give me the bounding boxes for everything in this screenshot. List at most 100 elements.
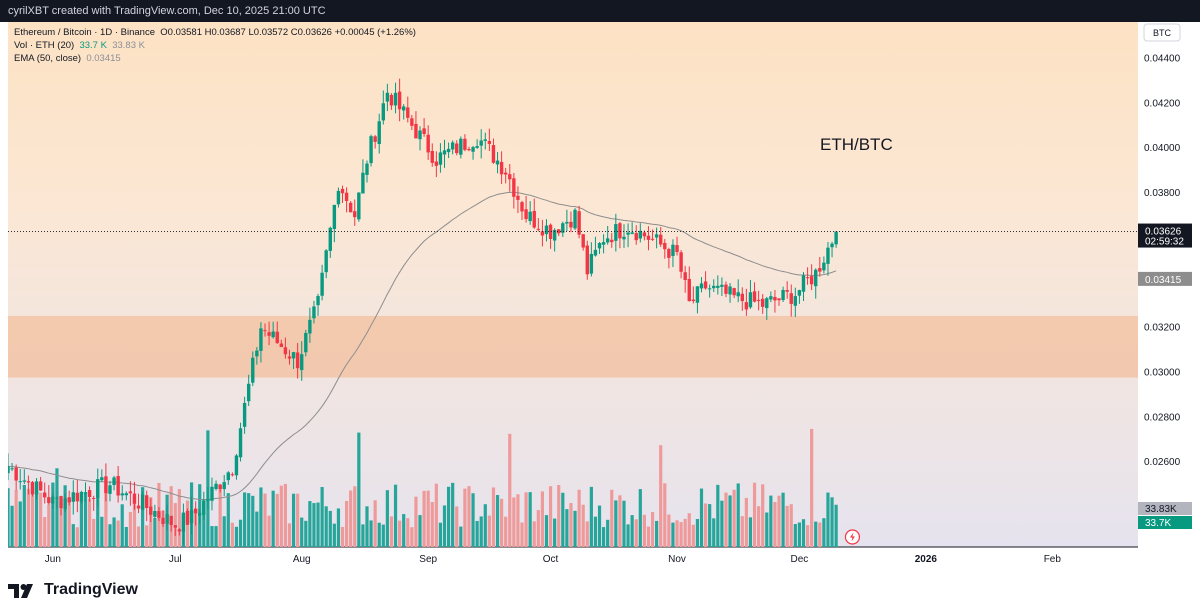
candle-body bbox=[765, 298, 769, 309]
last-price-label: 0.03626 bbox=[1145, 227, 1182, 238]
volume-bar bbox=[414, 496, 418, 547]
candle-body bbox=[675, 245, 679, 253]
volume-bar bbox=[459, 526, 463, 547]
candle bbox=[181, 503, 186, 545]
candle-body bbox=[650, 238, 655, 240]
candle-body bbox=[153, 510, 157, 517]
volume-bar bbox=[765, 512, 769, 547]
candle bbox=[193, 501, 198, 526]
volume-bar bbox=[398, 520, 402, 547]
candle-body bbox=[169, 515, 173, 526]
candle bbox=[96, 468, 100, 508]
volume-bar bbox=[716, 484, 720, 547]
candle-body bbox=[79, 491, 84, 502]
candle bbox=[373, 135, 377, 149]
candle-body bbox=[226, 472, 230, 481]
candle-body bbox=[67, 497, 71, 503]
candle bbox=[348, 201, 353, 213]
volume-bar bbox=[6, 488, 10, 547]
legend-vol-ma: 33.83 K bbox=[112, 40, 145, 51]
candle bbox=[91, 495, 96, 511]
candle-body bbox=[785, 290, 789, 292]
volume-bar bbox=[646, 526, 651, 547]
candle bbox=[206, 486, 210, 510]
candle bbox=[634, 225, 638, 245]
volume-bar bbox=[826, 492, 830, 547]
candle bbox=[340, 185, 345, 203]
candle-body bbox=[589, 253, 594, 274]
candle-body bbox=[601, 242, 606, 245]
candle bbox=[104, 463, 108, 502]
candle-body bbox=[136, 505, 141, 509]
candle-body bbox=[532, 210, 536, 228]
price-chart[interactable]: ETH/BTC 0.024000.026000.028000.030000.03… bbox=[6, 22, 1192, 570]
candle bbox=[508, 164, 512, 192]
candle-body bbox=[214, 483, 218, 489]
volume-bar bbox=[124, 526, 128, 547]
tradingview-logo-icon bbox=[8, 584, 33, 598]
candle-body bbox=[491, 145, 496, 163]
candle-body bbox=[210, 486, 214, 501]
candle bbox=[324, 249, 328, 279]
candle bbox=[638, 223, 643, 243]
volume-bar bbox=[691, 524, 695, 547]
candle-body bbox=[499, 161, 504, 175]
volume-bar bbox=[642, 514, 646, 547]
candle bbox=[495, 152, 500, 174]
volume-bar bbox=[434, 483, 438, 547]
candle bbox=[809, 264, 814, 291]
candle-body bbox=[43, 492, 47, 498]
last-price-badge bbox=[1138, 223, 1192, 248]
candle bbox=[789, 284, 793, 317]
volume-bar bbox=[222, 516, 226, 547]
candle bbox=[475, 139, 479, 149]
volume-bar bbox=[259, 487, 263, 547]
y-tick-label: 0.03200 bbox=[1144, 323, 1181, 334]
volume-bar bbox=[752, 482, 757, 547]
candle-body bbox=[373, 136, 377, 142]
candle bbox=[748, 279, 753, 309]
candle-body bbox=[769, 296, 773, 300]
candle-body bbox=[279, 343, 284, 348]
candle bbox=[263, 323, 267, 337]
candle-body bbox=[381, 103, 386, 121]
candle-body bbox=[516, 195, 520, 200]
volume-bar bbox=[801, 519, 806, 547]
candle bbox=[434, 151, 439, 178]
volume-bar bbox=[822, 518, 826, 547]
volume-bar bbox=[316, 502, 320, 547]
volume-bar bbox=[830, 497, 834, 547]
chart-area[interactable]: ETH/BTC 0.024000.026000.028000.030000.03… bbox=[6, 22, 1192, 570]
bolt-icon-glyph bbox=[849, 532, 855, 542]
candle-body bbox=[198, 512, 202, 516]
candle-body bbox=[434, 161, 439, 166]
candle-body bbox=[324, 250, 328, 273]
candle-body bbox=[108, 485, 112, 494]
tradingview-logo[interactable]: TradingView bbox=[8, 580, 138, 600]
volume-bar bbox=[757, 506, 761, 547]
candle-body bbox=[728, 286, 732, 295]
candle bbox=[663, 239, 667, 259]
candle bbox=[18, 468, 22, 490]
volume-bar bbox=[389, 516, 394, 547]
candle bbox=[659, 227, 663, 247]
candle-body bbox=[777, 298, 781, 301]
candle bbox=[308, 307, 312, 343]
candle-body bbox=[614, 224, 618, 241]
candle-body bbox=[304, 332, 308, 353]
candle-body bbox=[663, 242, 667, 250]
candle bbox=[6, 453, 10, 481]
volume-bar bbox=[344, 500, 349, 547]
volume-bar bbox=[589, 486, 593, 547]
x-tick-label: Jul bbox=[169, 554, 182, 565]
y-tick-label: 0.03800 bbox=[1144, 188, 1181, 199]
volume-bar bbox=[51, 482, 55, 547]
candle bbox=[38, 476, 43, 491]
candle-body bbox=[426, 134, 430, 153]
candle bbox=[418, 126, 422, 151]
volume-bar bbox=[104, 486, 108, 547]
candle-body bbox=[593, 249, 598, 256]
volume-bar bbox=[773, 502, 777, 547]
candle-body bbox=[406, 107, 410, 118]
